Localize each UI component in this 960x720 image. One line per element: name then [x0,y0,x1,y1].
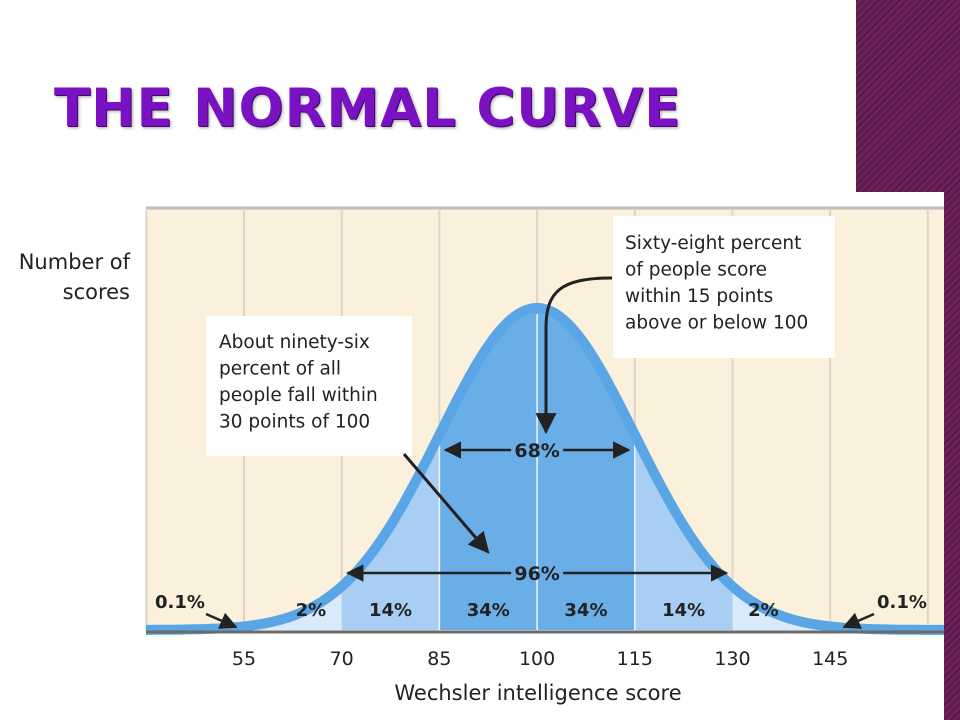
band-percent-label: 14% [369,600,412,621]
range-percent-label: 68% [514,440,559,462]
x-tick-label: 85 [427,648,451,670]
annotation-text-line: people fall within [219,385,378,406]
band-percent-label: 2% [296,600,327,621]
annotation-text-line: 30 points of 100 [219,412,370,433]
tail-label-left: 0.1% [155,592,205,613]
x-axis-title: Wechsler intelligence score [394,681,681,705]
area-band [732,586,831,630]
range-percent-label: 96% [514,563,559,585]
annotation-text-line: percent of all [219,359,341,380]
band-percent-label: 34% [467,600,510,621]
tail-arrow-right [842,612,875,629]
band-percent-label: 34% [564,600,607,621]
annotation-text-line: Sixty-eight percent [625,233,801,254]
annotation-text-line: About ninety-six [219,332,370,353]
band-percent-label: 14% [662,600,705,621]
area-band [244,586,342,630]
annotation-text-line: within 15 points [625,286,773,307]
x-tick-label: 115 [617,648,653,670]
annotation-box [613,216,835,358]
band-percent-label: 2% [748,600,779,621]
x-tick-label: 70 [330,648,354,670]
annotation-pointer-68 [535,276,613,435]
x-tick-label: 100 [519,648,555,670]
slide-title: The Normal Curve [53,77,682,140]
normal-curve-figure: 2% 14% 34% 34% 14% 2% 0.1% 0.1% 68% 96% 55 70 85 100… [0,192,944,720]
annotation-text-line: above or below 100 [625,313,808,334]
annotation-box [206,316,412,456]
x-tick-label: 130 [714,648,750,670]
y-axis-title-line: scores [63,280,130,304]
normal-curve-chart: 2% 14% 34% 34% 14% 2% 0.1% 0.1% 68% 96% 55 70 85 100… [19,206,944,705]
normal-curve-line [144,303,944,635]
y-axis-title-line: Number of [19,250,131,274]
x-tick-label: 145 [812,648,848,670]
tail-label-right: 0.1% [877,592,927,613]
x-tick-label: 55 [232,648,256,670]
annotation-text-line: of people score [625,260,767,281]
tail-arrow-left [205,612,238,629]
annotation-pointer-96 [402,453,490,554]
